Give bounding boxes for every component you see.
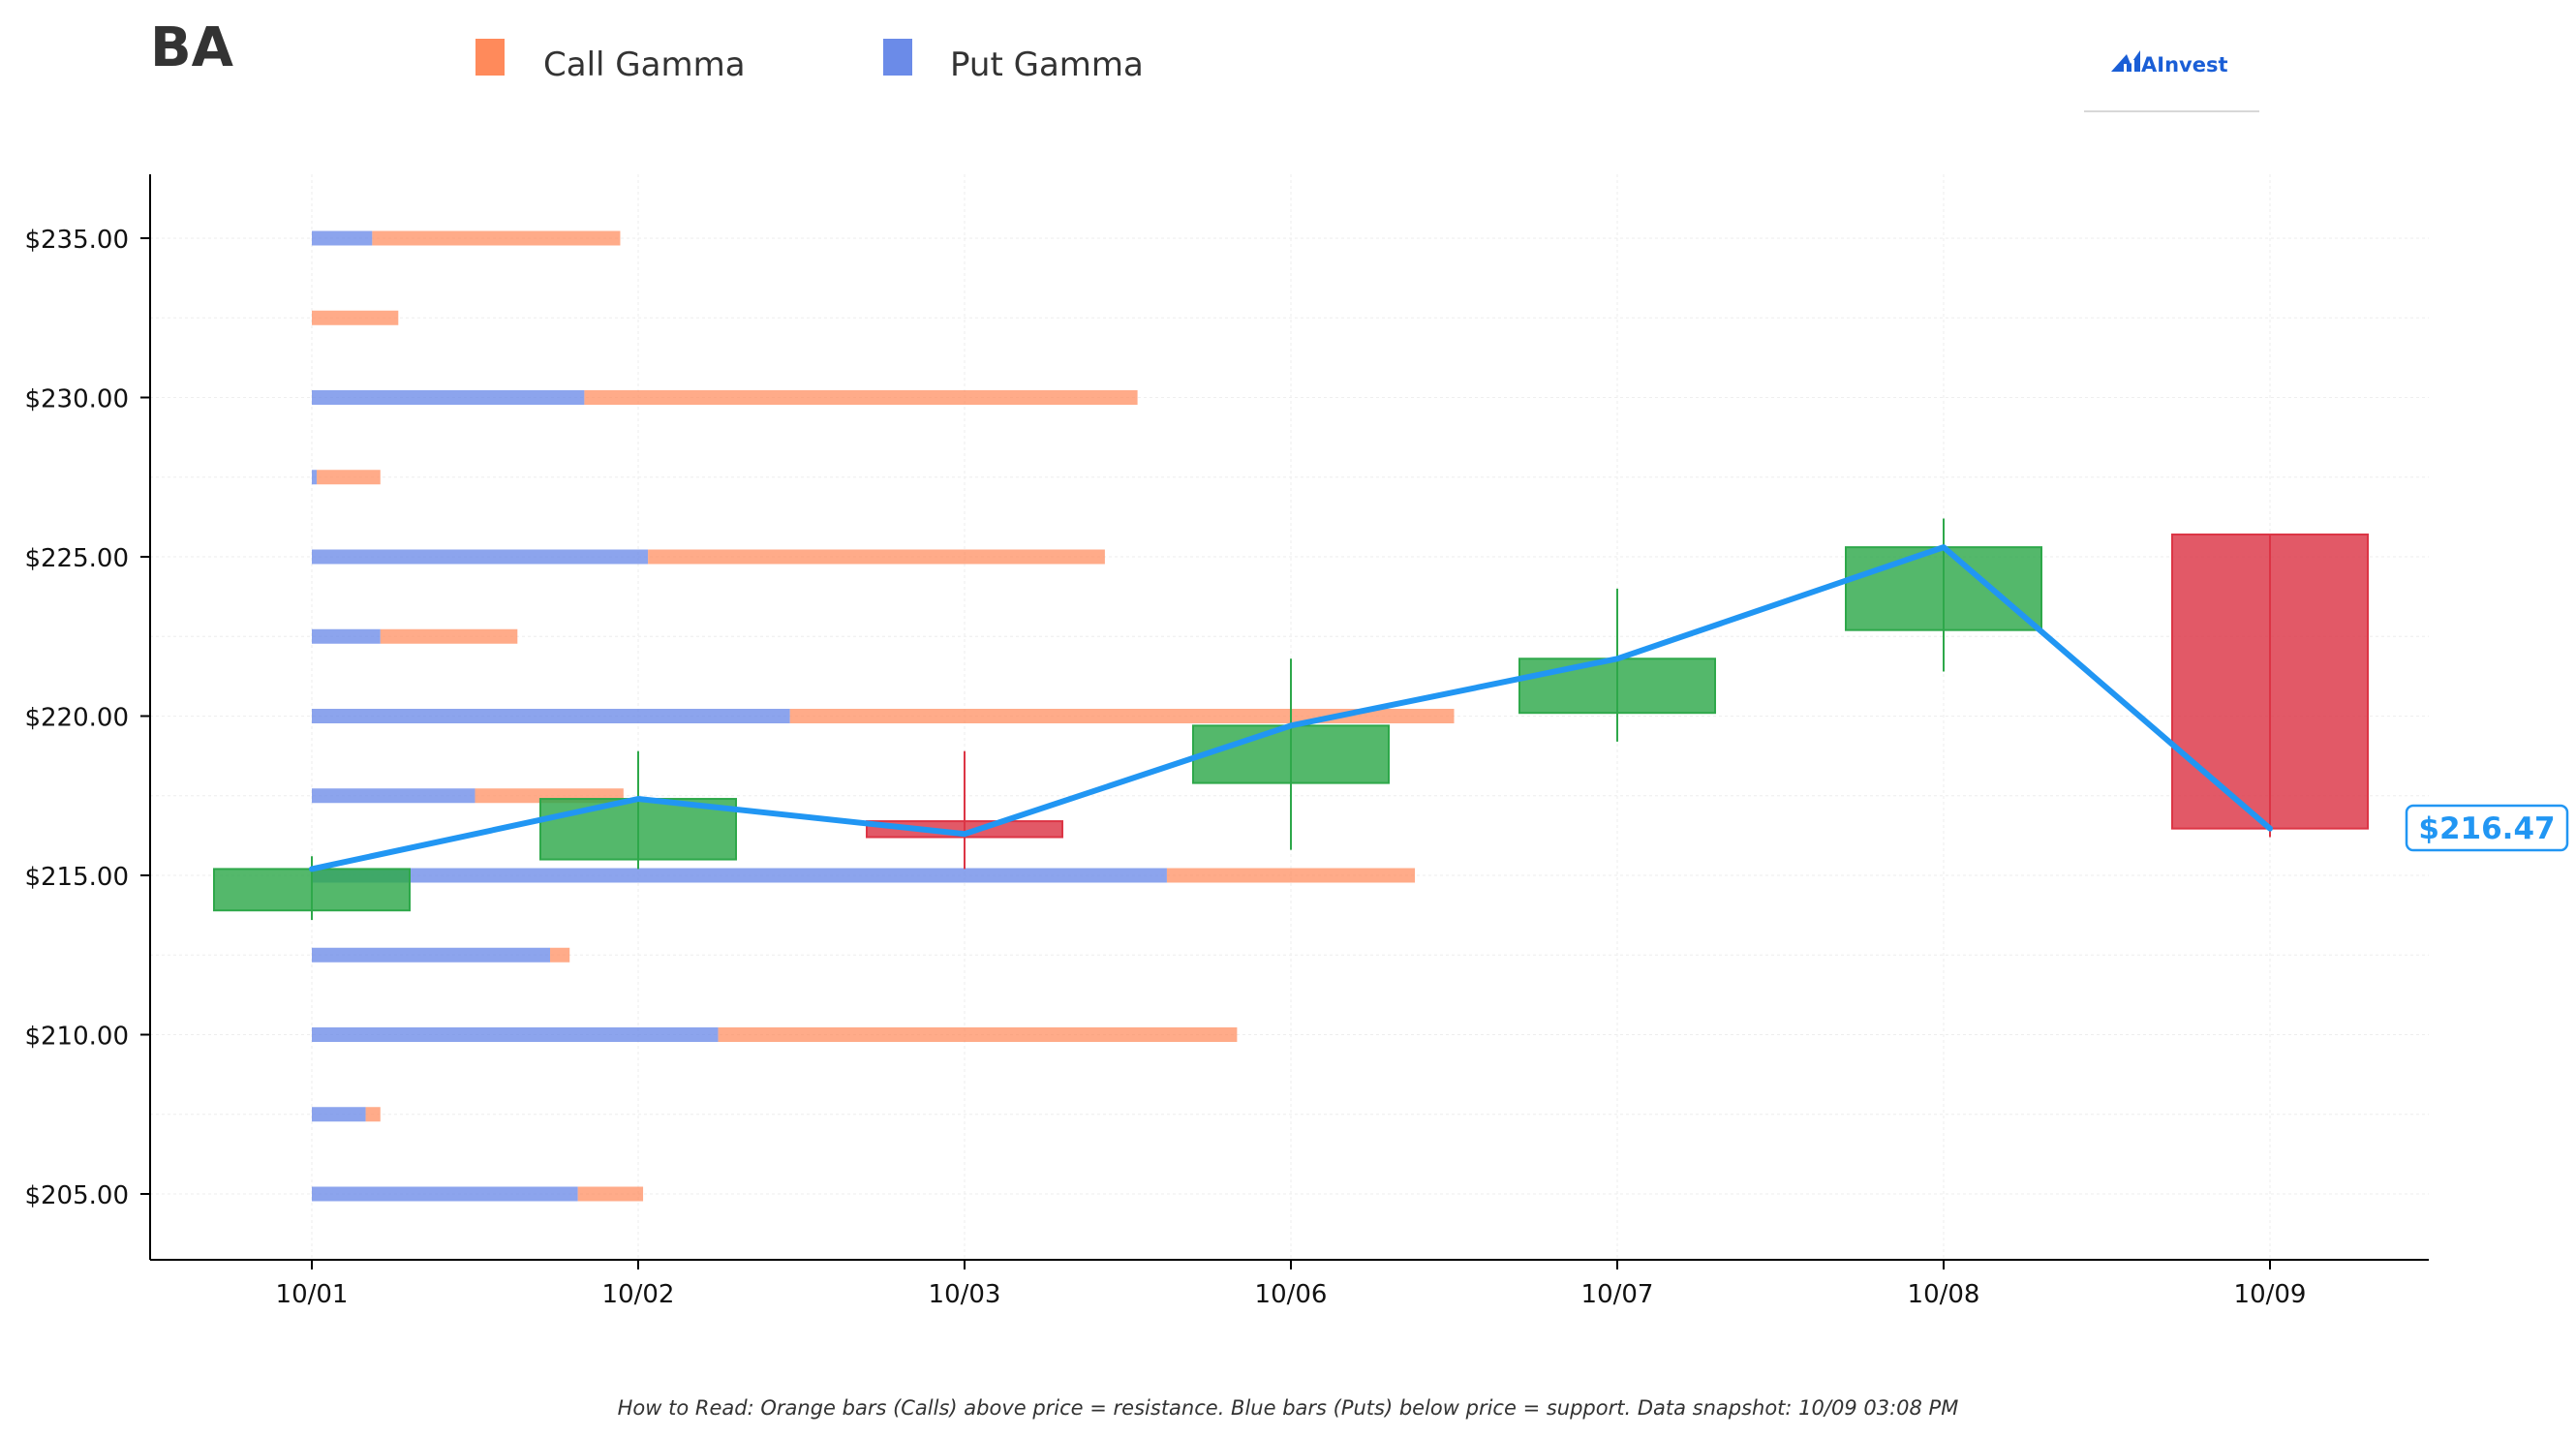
call-gamma-bar [584,390,1138,405]
x-tick-label: 10/09 [2234,1280,2307,1309]
legend-swatch-put [883,39,912,76]
y-tick-label: $220.00 [24,704,129,733]
put-gamma-bar [312,868,1167,883]
legend-label-call: Call Gamma [543,46,746,84]
put-gamma-bar [312,549,649,565]
legend: Call Gamma Put Gamma [475,39,1144,84]
how-to-read-footnote: How to Read: Orange bars (Calls) above p… [618,1396,1959,1420]
x-tick-label: 10/06 [1255,1280,1328,1309]
put-gamma-bar [312,947,551,963]
candle-down [866,820,1063,839]
put-gamma-bar [312,390,585,405]
gamma-bars [312,230,1455,1202]
put-gamma-bar [312,1186,578,1202]
y-tick-label: $230.00 [24,385,129,414]
put-gamma-bar [312,788,475,804]
y-tick-label: $215.00 [24,863,129,892]
put-gamma-bar [312,628,381,644]
x-tick-label: 10/01 [276,1280,349,1309]
close-price-line [309,544,2273,872]
x-tick-label: 10/07 [1581,1280,1654,1309]
call-gamma-bar [789,709,1455,723]
y-tick-label: $225.00 [24,544,129,573]
call-gamma-bar [365,1107,381,1122]
y-tick-label: $205.00 [24,1181,129,1210]
y-tick-label: $235.00 [24,226,129,255]
put-gamma-bar [312,1027,719,1042]
brand-chart-icon [2111,50,2140,72]
call-gamma-bar [312,310,399,325]
x-tick-label: 10/02 [602,1280,675,1309]
x-tick-label: 10/03 [929,1280,1001,1309]
put-gamma-bar [312,230,373,246]
y-tick-label: $210.00 [24,1023,129,1052]
y-axis-ticks: $235.00 $230.00 $225.00 $220.00 $215.00 $210.… [24,226,150,1210]
ticker-symbol: BA [150,16,234,79]
brand-name: AInvest [2141,53,2228,76]
x-tick-label: 10/08 [1908,1280,1980,1309]
call-gamma-bar [317,470,381,485]
legend-swatch-call [475,39,505,76]
last-price-badge: $216.47 [2405,804,2569,852]
candles [213,518,2369,921]
call-gamma-bar [577,1186,644,1202]
brand-logo: AInvest [2084,50,2259,112]
put-gamma-bar [312,709,790,723]
call-gamma-bar [550,947,570,963]
close-line-path [309,544,2273,872]
call-gamma-bar [372,230,621,246]
last-price-box [2405,804,2569,852]
candle-up [1845,546,2042,631]
put-gamma-bar [312,470,318,485]
call-gamma-bar [380,628,518,644]
call-gamma-bar [1166,868,1416,883]
candle-up [1518,657,1716,715]
candle-up [213,868,411,912]
call-gamma-bar [718,1027,1238,1042]
candle-down [2171,533,2369,830]
x-axis-ticks: 10/01 10/02 10/03 10/06 10/07 10/08 10/09 [276,1260,2307,1309]
put-gamma-bar [312,1107,366,1122]
legend-label-put: Put Gamma [950,46,1144,84]
call-gamma-bar [648,549,1105,565]
candle-up [1192,724,1390,784]
last-price-label: $216.47 [2418,811,2555,846]
